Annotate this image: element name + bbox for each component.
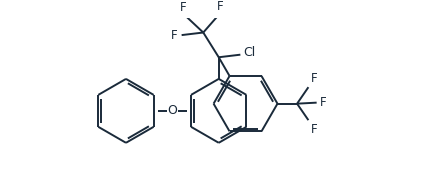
Text: F: F <box>180 1 187 14</box>
Text: F: F <box>311 123 317 136</box>
Text: F: F <box>171 29 178 42</box>
Text: F: F <box>217 0 224 13</box>
Text: F: F <box>320 96 326 109</box>
Text: F: F <box>311 72 317 85</box>
Text: O: O <box>168 104 177 117</box>
Text: Cl: Cl <box>243 46 256 59</box>
